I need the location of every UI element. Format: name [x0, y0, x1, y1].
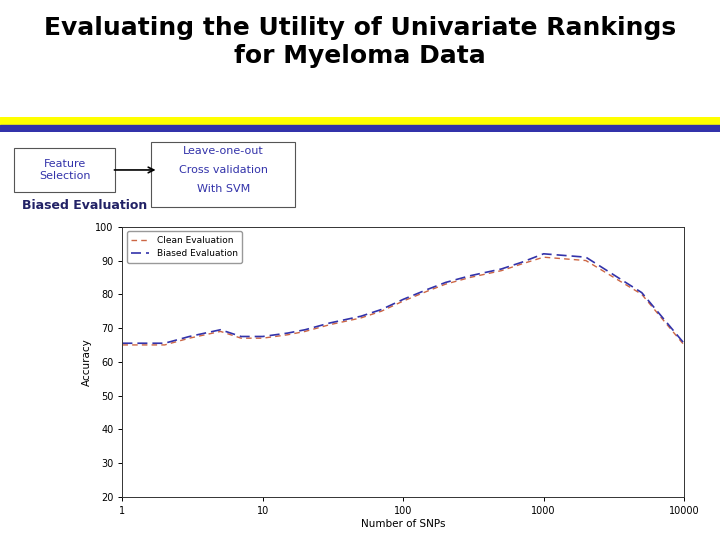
Biased Evaluation: [637, 289, 646, 296]
Biased Evaluation: [539, 251, 548, 257]
Clean Evaluation: [301, 328, 310, 335]
Text: Leave-one-out: Leave-one-out: [183, 146, 264, 156]
Biased Evaluation: [301, 327, 310, 333]
Biased Evaluation: [283, 330, 292, 336]
Biased Evaluation: [377, 306, 386, 313]
Clean Evaluation: [237, 335, 246, 341]
Biased Evaluation: [237, 333, 246, 340]
Biased Evaluation: [356, 313, 365, 320]
Clean Evaluation: [441, 281, 450, 287]
Biased Evaluation: [423, 286, 432, 293]
Clean Evaluation: [637, 291, 646, 298]
Y-axis label: Accuracy: Accuracy: [82, 338, 92, 386]
Clean Evaluation: [118, 342, 127, 348]
Biased Evaluation: [185, 333, 194, 340]
Biased Evaluation: [118, 340, 127, 347]
Biased Evaluation: [518, 259, 526, 266]
Biased Evaluation: [582, 254, 590, 260]
Clean Evaluation: [423, 288, 432, 294]
Line: Clean Evaluation: Clean Evaluation: [122, 257, 684, 345]
Legend: Clean Evaluation, Biased Evaluation: Clean Evaluation, Biased Evaluation: [127, 231, 242, 263]
Clean Evaluation: [258, 335, 267, 341]
Biased Evaluation: [441, 279, 450, 286]
Biased Evaluation: [399, 296, 408, 302]
Line: Biased Evaluation: Biased Evaluation: [122, 254, 684, 343]
Clean Evaluation: [582, 258, 590, 264]
Bar: [0, 125, 720, 132]
Bar: [0, 117, 720, 125]
Clean Evaluation: [399, 298, 408, 305]
Clean Evaluation: [377, 308, 386, 314]
Text: Evaluating the Utility of Univariate Rankings
for Myeloma Data: Evaluating the Utility of Univariate Ran…: [44, 16, 676, 68]
X-axis label: Number of SNPs: Number of SNPs: [361, 518, 446, 529]
Clean Evaluation: [356, 315, 365, 321]
Text: Feature
Selection: Feature Selection: [39, 159, 91, 181]
Clean Evaluation: [497, 267, 505, 274]
Text: Biased Evaluation: Biased Evaluation: [22, 199, 147, 212]
Clean Evaluation: [518, 261, 526, 267]
Biased Evaluation: [258, 333, 267, 340]
Clean Evaluation: [539, 254, 548, 260]
Text: With SVM: With SVM: [197, 184, 250, 194]
Biased Evaluation: [466, 273, 474, 279]
Biased Evaluation: [497, 266, 505, 272]
Biased Evaluation: [161, 340, 169, 347]
Biased Evaluation: [325, 320, 334, 326]
Text: Cross validation: Cross validation: [179, 165, 268, 175]
Clean Evaluation: [216, 328, 225, 335]
FancyBboxPatch shape: [151, 141, 295, 207]
Clean Evaluation: [466, 274, 474, 281]
Clean Evaluation: [283, 332, 292, 338]
Clean Evaluation: [680, 342, 688, 348]
Clean Evaluation: [185, 335, 194, 341]
Clean Evaluation: [161, 342, 169, 348]
Biased Evaluation: [216, 327, 225, 333]
FancyBboxPatch shape: [14, 148, 115, 192]
Biased Evaluation: [680, 340, 688, 347]
Clean Evaluation: [325, 321, 334, 328]
